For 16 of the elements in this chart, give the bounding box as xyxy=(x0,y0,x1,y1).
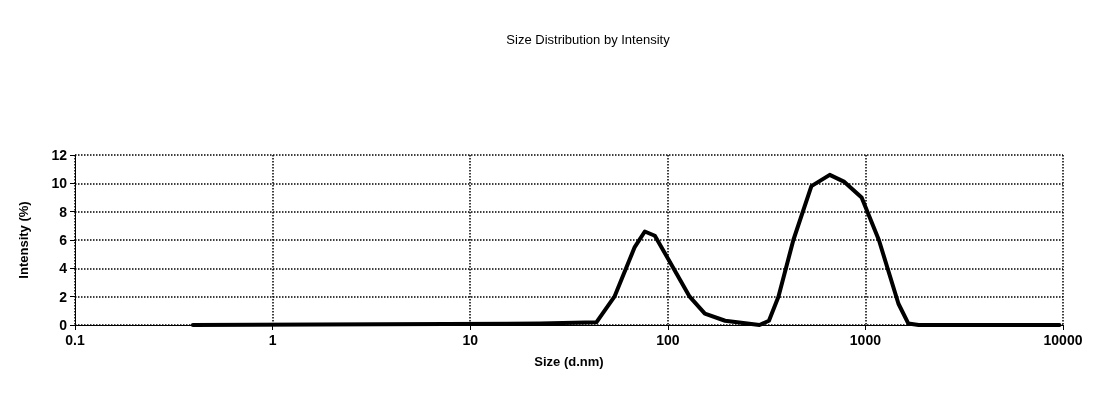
x-tick-label: 1 xyxy=(268,332,277,348)
x-axis-title: Size (d.nm) xyxy=(534,354,604,369)
y-tick-label: 12 xyxy=(51,147,68,163)
y-tick-label: 6 xyxy=(59,232,68,248)
y-tick-label: 0 xyxy=(59,317,68,333)
y-tick-label: 2 xyxy=(59,288,68,305)
x-tick-label: 100 xyxy=(656,332,680,348)
y-tick-label: 8 xyxy=(59,203,68,220)
chart-title: Size Distribution by Intensity xyxy=(506,32,671,47)
x-tick-label: 10000 xyxy=(1043,332,1083,348)
y-tick-label: 4 xyxy=(59,260,68,277)
y-axis-title: Intensity (%) xyxy=(16,201,31,279)
x-tick-label: 1000 xyxy=(849,332,882,348)
y-tick-label: 10 xyxy=(51,175,68,192)
x-tick-label: 0.1 xyxy=(65,332,85,348)
x-tick-label: 10 xyxy=(462,332,479,348)
